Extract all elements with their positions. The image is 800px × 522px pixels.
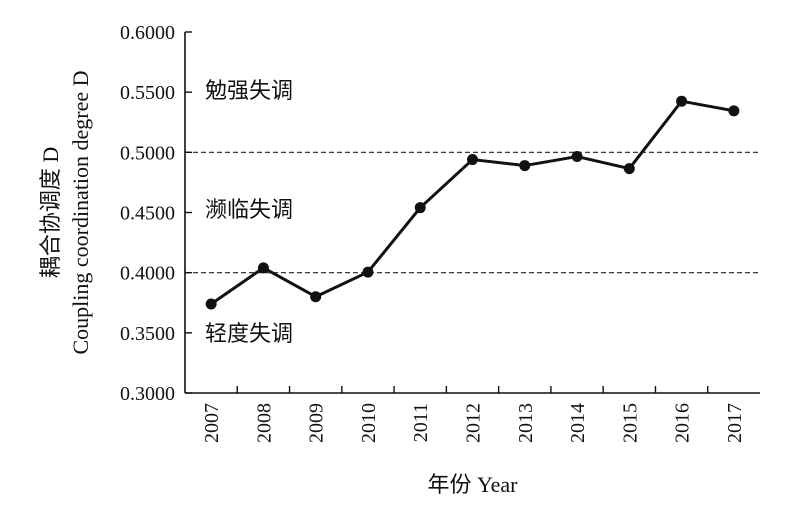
y-tick-label: 0.3000 xyxy=(120,383,175,405)
data-point xyxy=(519,160,531,172)
x-tick-label: 2012 xyxy=(463,403,485,443)
x-tick-label: 2015 xyxy=(619,403,641,443)
data-point xyxy=(310,291,322,303)
x-axis-title: 年份 Year xyxy=(427,472,518,497)
data-point xyxy=(362,266,374,278)
data-point xyxy=(414,202,426,214)
data-point xyxy=(728,105,740,117)
x-tick-label: 2017 xyxy=(724,403,746,443)
zone-label: 勉强失调 xyxy=(205,78,293,103)
x-tick-label: 2011 xyxy=(410,403,432,442)
data-point xyxy=(623,163,635,175)
y-tick-label: 0.6000 xyxy=(120,22,175,44)
x-tick-label: 2016 xyxy=(672,403,694,443)
data-point xyxy=(467,154,478,166)
zone-label: 濒临失调 xyxy=(205,197,293,222)
zone-label: 轻度失调 xyxy=(205,321,293,346)
y-tick-label: 0.5000 xyxy=(120,142,175,164)
y-axis-title-en: Coupling coordination degree D xyxy=(68,70,93,354)
y-tick-label: 0.4000 xyxy=(120,263,175,285)
x-tick-label: 2010 xyxy=(358,403,380,443)
x-tick-label: 2013 xyxy=(515,403,537,443)
y-tick-label: 0.3500 xyxy=(120,323,175,345)
x-tick-label: 2007 xyxy=(201,403,223,443)
y-tick-label: 0.4500 xyxy=(120,203,175,225)
data-point xyxy=(257,262,269,274)
data-point xyxy=(676,95,688,107)
x-tick-label: 2014 xyxy=(567,403,589,443)
data-point xyxy=(571,151,583,163)
y-tick-label: 0.5500 xyxy=(120,82,175,104)
y-axis-title: 耦合协调度 D xyxy=(38,147,63,278)
data-point xyxy=(205,298,217,310)
x-tick-label: 2008 xyxy=(253,403,275,443)
x-tick-label: 2009 xyxy=(306,403,328,443)
